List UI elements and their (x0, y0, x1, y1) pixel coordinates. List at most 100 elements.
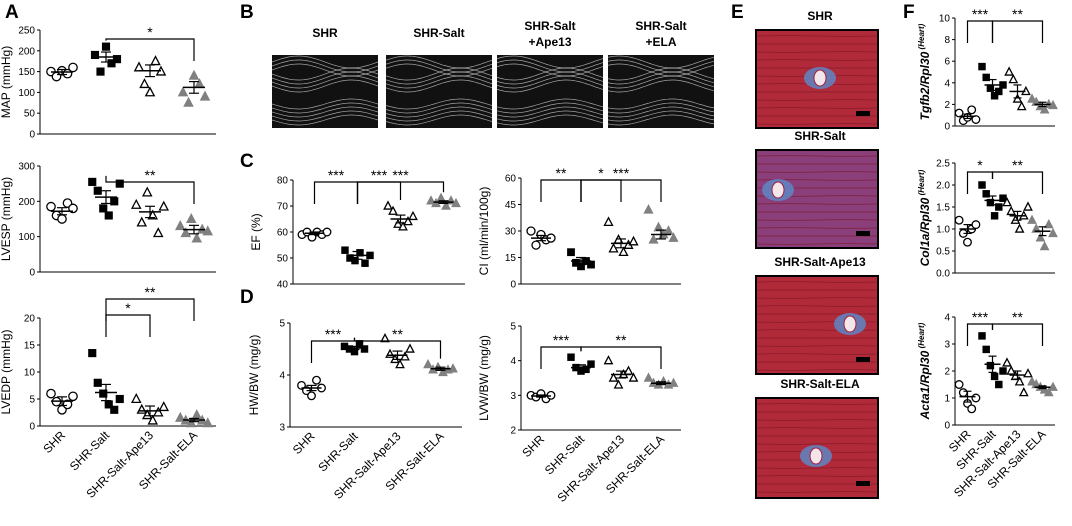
chart-LVESP: 0 100 200 300 LVESP (mmHg) ** (0, 162, 216, 279)
significance-label: *** (325, 326, 342, 342)
data-point (99, 204, 108, 213)
data-point (608, 372, 619, 382)
echo-trace (385, 98, 493, 110)
muscle-fiber (756, 51, 878, 53)
significance-bracket (580, 179, 622, 202)
muscle-fiber (756, 155, 878, 157)
y-axis-label-sup: (Heart) (917, 23, 926, 51)
muscle-fiber (756, 99, 878, 101)
data-point (202, 417, 214, 428)
echo-trace (496, 102, 604, 114)
data-point (1002, 197, 1012, 207)
data-point (202, 225, 214, 236)
echo-trace (271, 114, 379, 126)
panel-letter-a: A (5, 2, 19, 23)
scale-bar (856, 481, 870, 486)
significance-bracket (991, 171, 1044, 194)
category-label: SHR-Salt (67, 428, 113, 474)
data-point (136, 403, 148, 414)
echo-trace (607, 75, 715, 89)
muscle-fiber (756, 35, 878, 37)
data-point (587, 360, 595, 368)
significance-bracket (105, 175, 195, 204)
data-point (130, 392, 142, 404)
data-point (57, 214, 67, 224)
echo-trace (385, 114, 493, 126)
data-point (188, 69, 200, 80)
data-point (648, 234, 659, 244)
data-point (1035, 232, 1046, 242)
vessel-lumen (771, 181, 785, 199)
data-point (1039, 384, 1050, 394)
data-point (139, 78, 150, 89)
echo-label: SHR (312, 26, 338, 40)
y-axis-label: CI (ml/min/100g) (477, 187, 491, 276)
y-tick-label: 150 (18, 67, 35, 78)
data-point (104, 211, 113, 220)
data-point (93, 186, 102, 195)
data-point (144, 86, 156, 97)
y-axis-label: HW/BW (mg/g) (247, 335, 261, 416)
echo-trace (385, 106, 493, 118)
echo-trace (271, 75, 379, 89)
data-point (1031, 96, 1042, 106)
scale-bar (856, 111, 870, 116)
data-point (531, 240, 541, 250)
data-point (954, 108, 964, 118)
muscle-fiber (756, 475, 878, 477)
data-point (130, 198, 142, 209)
data-point (967, 404, 977, 414)
echo-trace (607, 98, 715, 110)
data-point (403, 216, 413, 226)
histology-image (755, 29, 879, 129)
y-axis-label: MAP (mmHg) (0, 46, 13, 118)
significance-label: *** (328, 167, 345, 183)
data-point (526, 226, 536, 236)
data-point (96, 67, 105, 76)
data-point (995, 380, 1003, 389)
data-point (1027, 214, 1037, 224)
muscle-fiber (756, 59, 878, 61)
y-tick-label: 0 (29, 422, 35, 433)
chart-MAP: 0 50 100 150 200 250 MAP (mmHg) * (0, 24, 216, 141)
significance-bracket (580, 346, 662, 369)
data-point (1006, 365, 1017, 375)
data-point (107, 59, 116, 68)
data-point (567, 353, 575, 361)
echo-trace (385, 55, 493, 69)
y-tick-label: 1.0 (936, 225, 950, 236)
y-axis-label: EF (%) (249, 213, 263, 250)
y-tick-label: 20 (24, 314, 36, 325)
data-point (999, 81, 1007, 89)
data-point (1048, 99, 1058, 110)
echo-trace (607, 59, 715, 73)
histology-image (755, 149, 879, 249)
data-point (312, 375, 321, 385)
data-point (133, 61, 145, 72)
data-point (954, 380, 964, 389)
data-point (448, 363, 458, 373)
y-tick-label: 2.0 (936, 181, 950, 192)
y-tick-label: 4 (279, 371, 285, 382)
vessel-lumen (813, 69, 827, 87)
data-point (1006, 205, 1017, 216)
echo-trace (496, 98, 604, 110)
data-point (191, 409, 203, 420)
data-point (405, 343, 415, 353)
panel-letter-b: B (240, 2, 254, 23)
data-point (112, 55, 122, 64)
data-point (101, 42, 111, 51)
muscle-fiber (756, 353, 878, 355)
y-tick-label: 40 (277, 280, 289, 291)
data-point (388, 205, 398, 215)
significance-label: * (147, 24, 153, 40)
data-point (68, 391, 78, 402)
scale-bar (856, 357, 870, 362)
significance-label: *** (972, 309, 989, 325)
significance-label: * (598, 165, 604, 181)
